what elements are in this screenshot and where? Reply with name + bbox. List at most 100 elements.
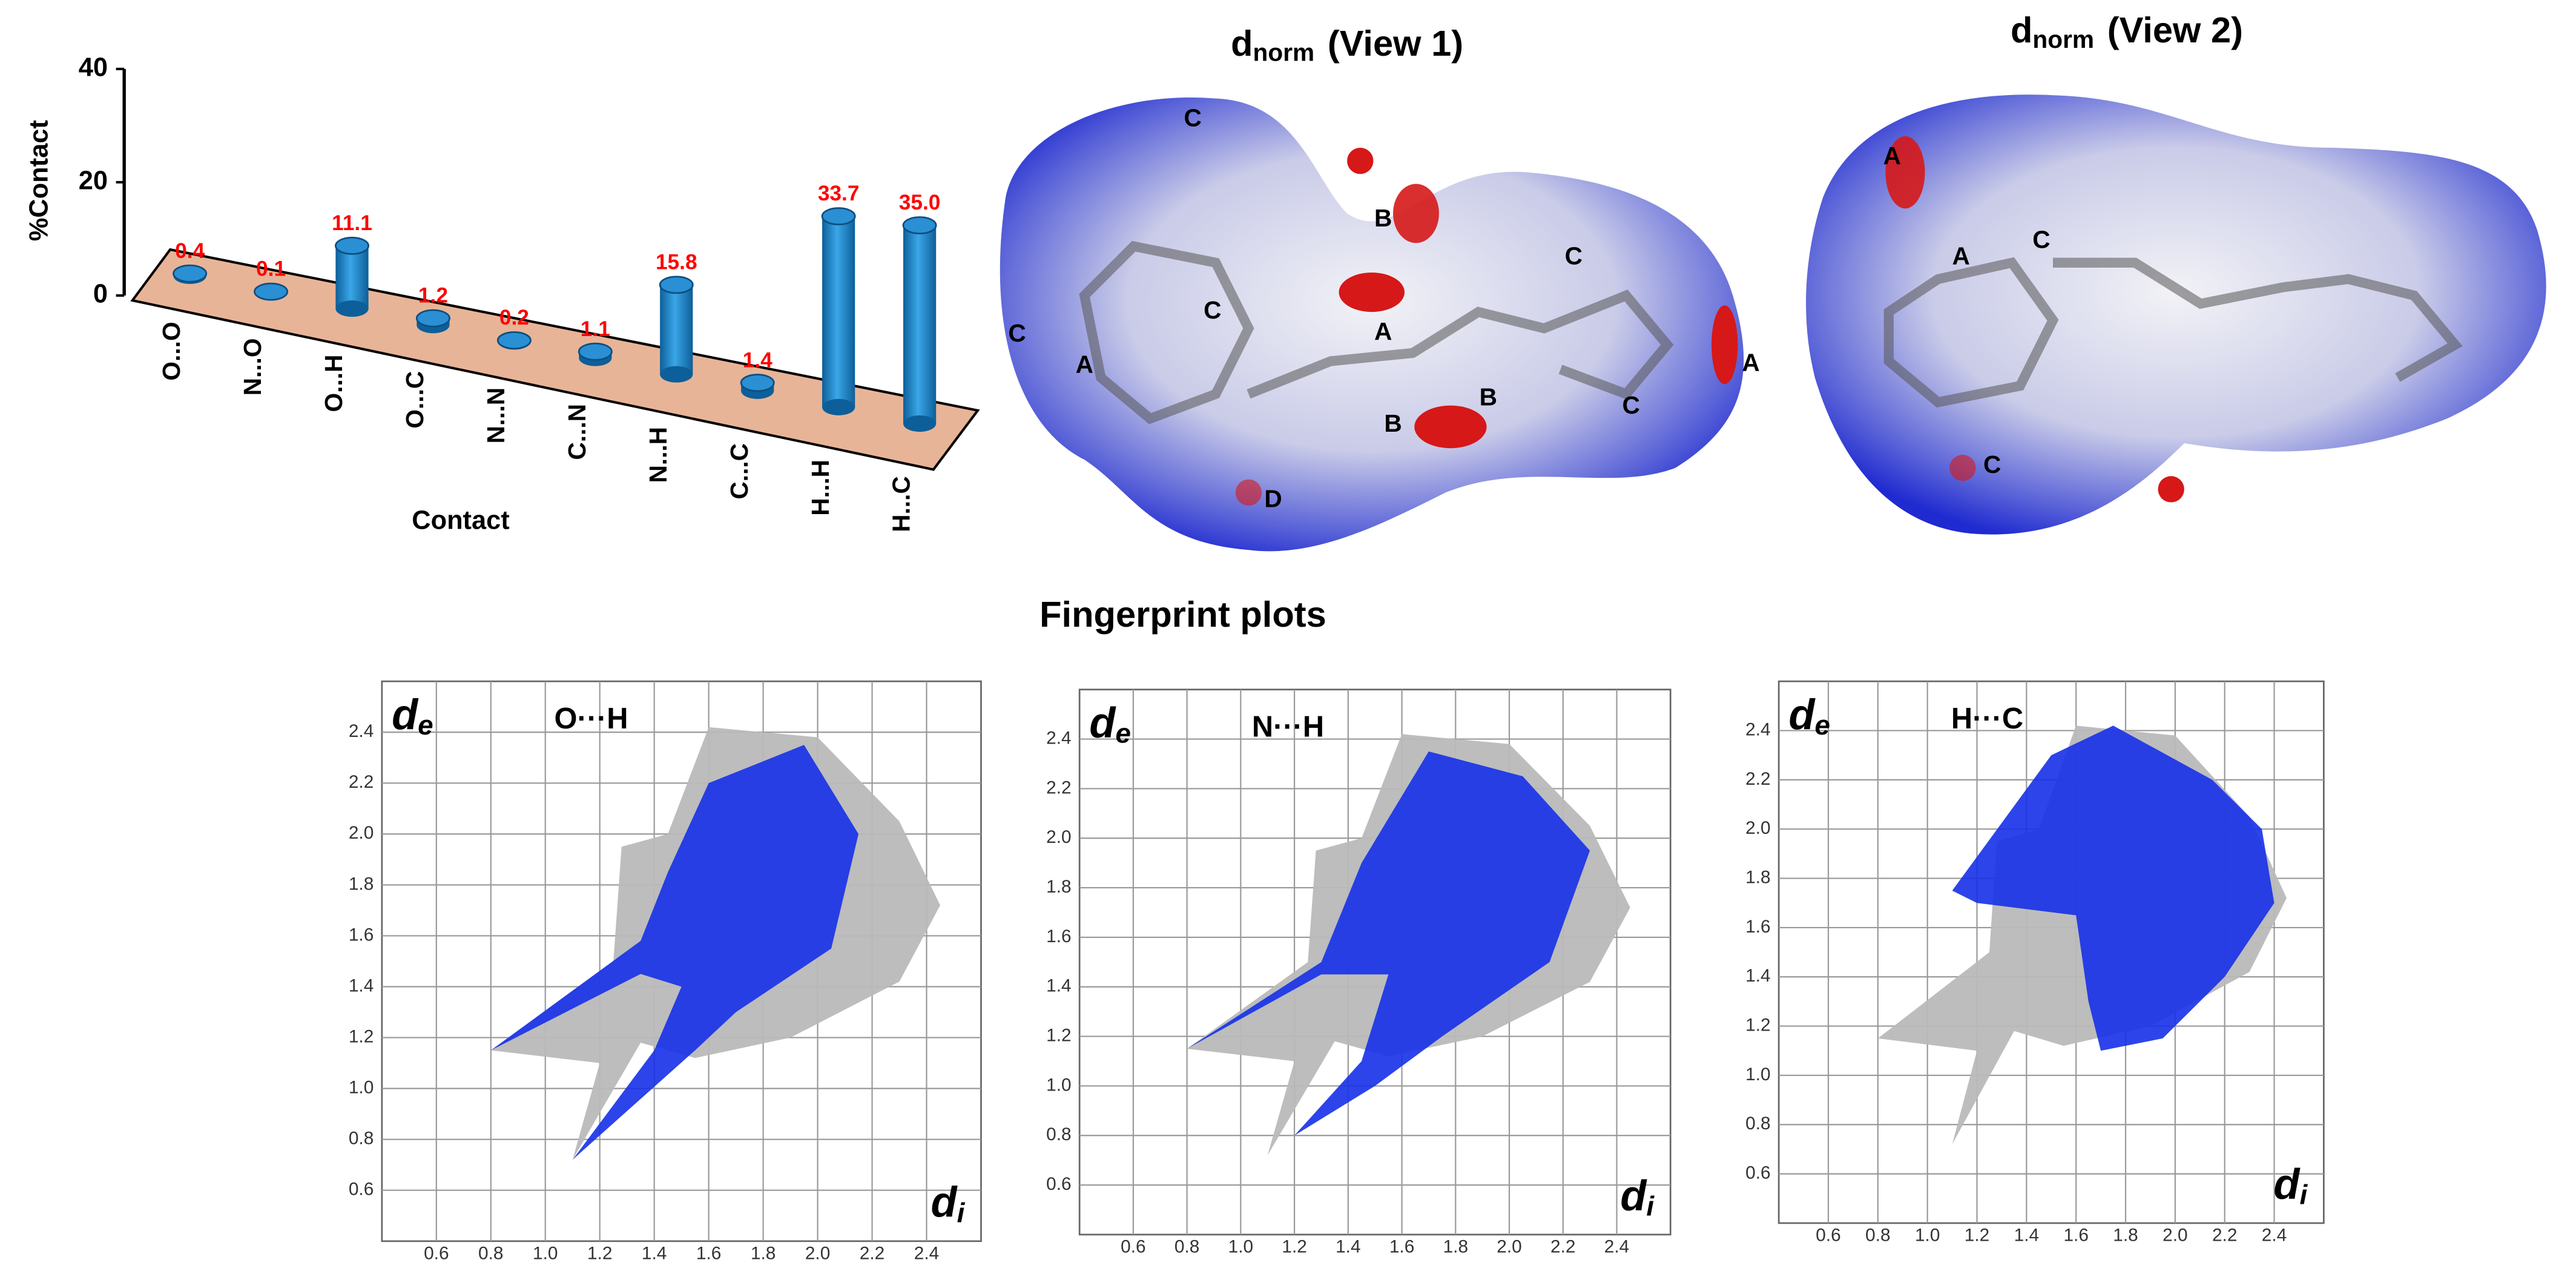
cloud-contact (1187, 751, 1590, 1136)
surface-title: dnorm (View 1) (1231, 23, 1463, 67)
x-tick-label: 2.2 (1550, 1236, 1575, 1256)
x-tick-label: 0.8 (1174, 1236, 1199, 1256)
contact-label: B (1374, 204, 1392, 232)
y-tick-label: 2.2 (1745, 769, 1770, 789)
y-tick-label: 1.8 (1745, 867, 1770, 887)
contact-label: C (1008, 319, 1026, 347)
y-tick-label: 1.4 (1046, 976, 1071, 996)
x-tick-label: 1.4 (1336, 1236, 1360, 1256)
y-tick-label: 0.6 (1046, 1174, 1071, 1194)
text-part: e (1815, 710, 1830, 741)
contact-label: A (1883, 142, 1901, 170)
x-tick-label: 0.8 (1865, 1226, 1890, 1246)
text-part: i (1646, 1191, 1655, 1222)
y-tick-label: 1.6 (1046, 926, 1071, 946)
y-tick-label: 2.4 (349, 721, 374, 741)
x-tick-label: C...C (725, 443, 753, 500)
text-part: d (2011, 10, 2032, 50)
y-tick-label: 2.0 (349, 823, 374, 843)
x-tick-label: N...H (644, 427, 672, 483)
x-tick-label: 1.4 (2014, 1226, 2039, 1246)
y-tick-label: 0 (93, 279, 108, 308)
axis-label: de (392, 690, 433, 741)
cloud-contact (1952, 725, 2275, 1051)
x-tick-label: 2.2 (2212, 1226, 2237, 1246)
value-label: 1.4 (743, 348, 772, 372)
x-tick-label: 0.8 (478, 1243, 503, 1263)
bar-bottom (903, 415, 937, 432)
contact-label: C (2032, 225, 2050, 253)
y-tick-label: 1.2 (349, 1026, 374, 1046)
x-tick-label: 1.0 (1228, 1236, 1253, 1256)
x-tick-label: 2.0 (2163, 1226, 2187, 1246)
bar (415, 309, 450, 334)
text-part: d (1788, 690, 1816, 738)
contact-label: C (1184, 104, 1202, 132)
y-tick-label: 2.0 (1745, 818, 1770, 838)
text-part: d (1620, 1171, 1647, 1219)
y-tick-label: 2.4 (1745, 719, 1770, 739)
y-tick-label: 2.0 (1046, 827, 1071, 847)
text-part: i (2300, 1180, 2308, 1210)
y-tick-label: 40 (79, 53, 108, 82)
y-tick-label: 20 (79, 166, 108, 195)
text-part: norm (2032, 25, 2094, 53)
bar-bottom (335, 300, 369, 317)
y-tick-label: 1.0 (349, 1077, 374, 1097)
contact-label: C (1565, 242, 1583, 269)
bar-top (415, 309, 450, 328)
bar-top (578, 342, 613, 361)
x-tick-label: 1.0 (1915, 1226, 1940, 1246)
text-part: d (1231, 23, 1253, 64)
value-label: 35.0 (899, 191, 941, 214)
x-tick-label: 1.2 (587, 1243, 612, 1263)
x-tick-label: N...O (239, 338, 266, 396)
axis-label: di (1620, 1171, 1655, 1222)
value-label: 1.1 (581, 317, 610, 341)
text-part: d (1089, 698, 1116, 746)
plot-title: H···C (1951, 702, 2023, 735)
bar-body (903, 225, 937, 424)
text-part: (View 2) (2107, 10, 2243, 50)
axis-label: de (1089, 698, 1131, 749)
contact-label: A (1374, 317, 1392, 345)
x-tick-label: 2.4 (914, 1243, 939, 1263)
y-tick-label: 2.2 (349, 772, 374, 792)
bar (173, 264, 208, 285)
x-tick-label: 1.6 (2063, 1226, 2088, 1246)
x-tick-label: 2.0 (805, 1243, 830, 1263)
y-axis-label: %Contact (24, 120, 53, 241)
value-label: 0.4 (175, 239, 205, 263)
text-part: d (392, 690, 419, 738)
x-tick-label: O...H (320, 355, 348, 412)
value-label: 0.1 (256, 257, 286, 281)
y-tick-label: 0.8 (1745, 1114, 1770, 1134)
y-tick-label: 1.4 (349, 975, 374, 995)
bar (902, 216, 937, 432)
bar-top (496, 331, 532, 350)
molecule-sticks (1079, 240, 2463, 424)
x-tick-label: 1.8 (2113, 1226, 2138, 1246)
text-part: (View 1) (1328, 23, 1463, 64)
value-label: 15.8 (656, 250, 697, 274)
bar-top (173, 264, 208, 283)
bar-body (335, 245, 369, 309)
text-part: e (418, 710, 433, 741)
x-tick-label: O...O (157, 322, 185, 380)
x-tick-label: 1.2 (1282, 1236, 1306, 1256)
x-tick-label: 0.6 (1121, 1236, 1145, 1256)
text-part: e (1115, 718, 1130, 749)
contact-label: B (1384, 409, 1402, 437)
bar (254, 282, 289, 301)
y-tick-label: 0.6 (1745, 1163, 1770, 1183)
bar (821, 207, 856, 415)
x-tick-label: 2.4 (2262, 1226, 2287, 1246)
bar (659, 276, 694, 383)
y-tick-label: 0.6 (349, 1180, 374, 1200)
y-tick-label: 0.8 (1046, 1124, 1071, 1144)
y-tick-label: 2.2 (1046, 777, 1071, 797)
bar-top (740, 374, 775, 392)
value-label: 33.7 (818, 182, 860, 205)
x-tick-label: N...N (482, 388, 510, 444)
